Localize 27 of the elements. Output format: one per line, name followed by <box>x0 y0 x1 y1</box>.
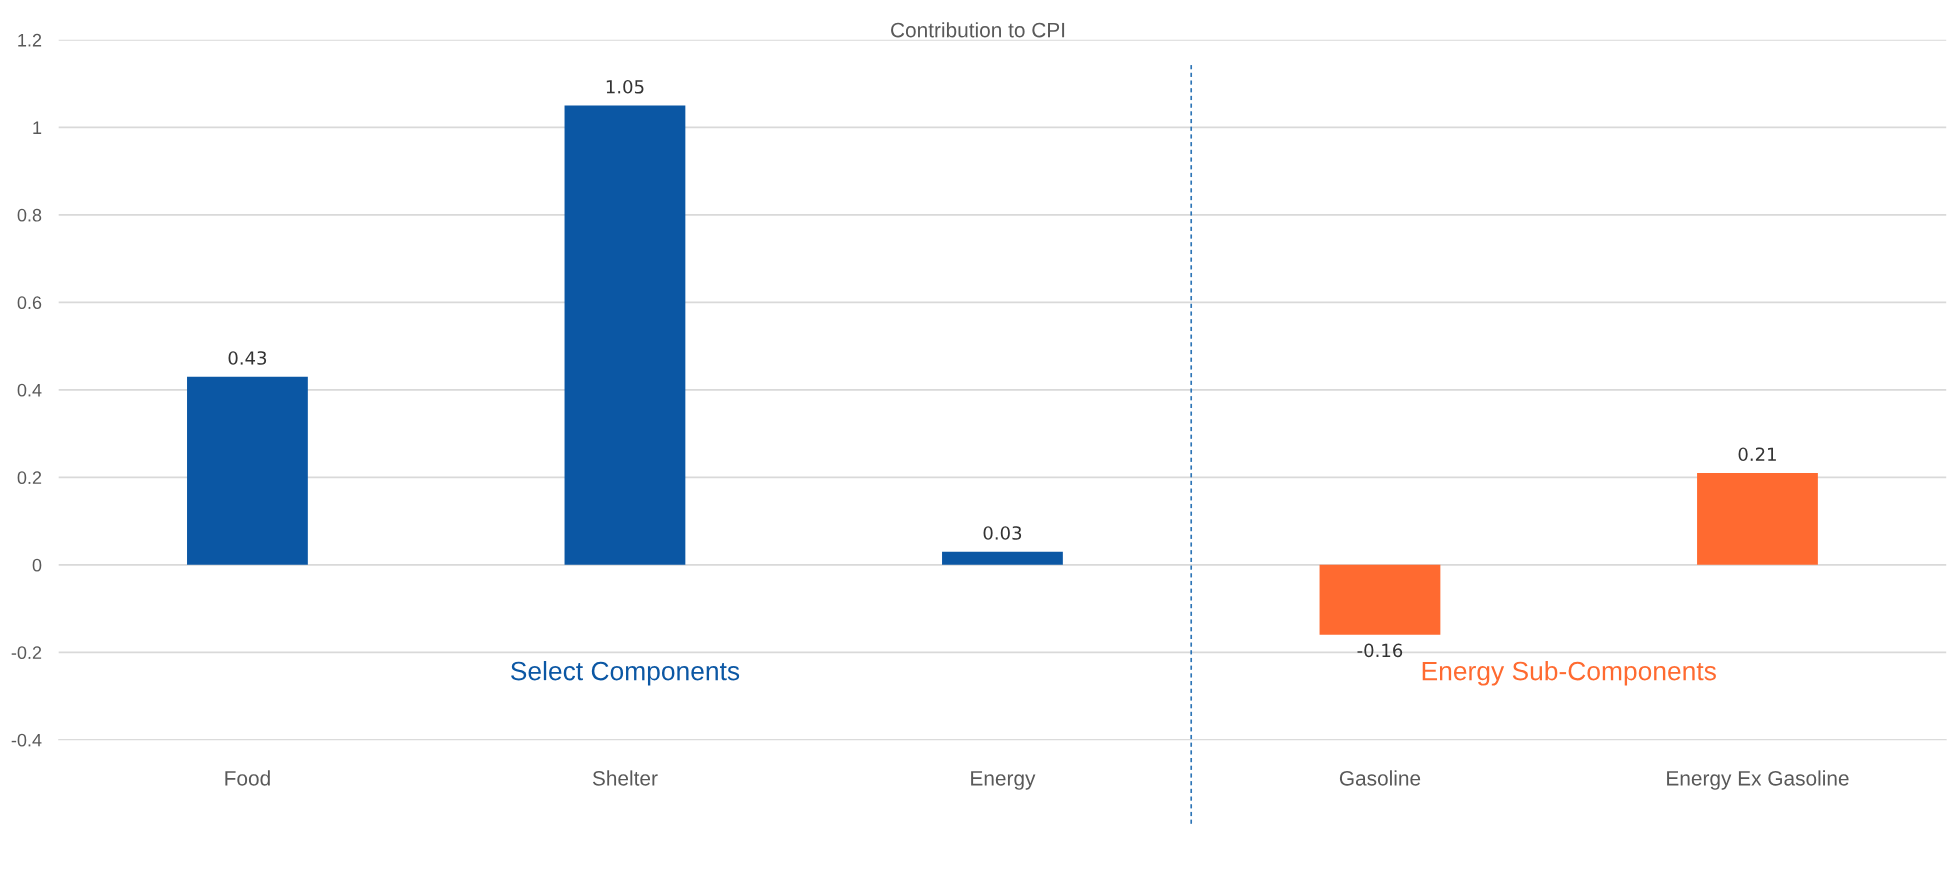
y-tick-label: -0.2 <box>11 646 42 660</box>
series-label: Energy Sub-Components <box>1422 661 1716 686</box>
bar <box>1697 472 1818 565</box>
x-tick-label: Energy Ex Gasoline <box>1667 770 1849 790</box>
x-tick-label: Food <box>225 770 270 786</box>
y-tick-label: 0.6 <box>17 296 42 310</box>
x-tick-label: Shelter <box>592 770 658 786</box>
bar <box>187 376 308 565</box>
y-tick-label: 1 <box>33 121 42 134</box>
chart-title: Contribution to CPI <box>891 22 1065 38</box>
x-tick-label: Gasoline <box>1339 770 1421 786</box>
y-tick-label: 0.8 <box>17 208 42 222</box>
y-tick-label: 0 <box>32 558 42 572</box>
x-tick-label: Energy <box>971 771 1036 790</box>
bar <box>564 105 686 565</box>
bar <box>942 551 1063 565</box>
y-tick-label: 0.2 <box>17 471 42 485</box>
y-tick-label: 1.2 <box>18 33 42 47</box>
data-label: -0.16 <box>1357 643 1403 658</box>
bar <box>1319 564 1441 635</box>
data-label: 0.43 <box>228 351 267 365</box>
data-label: 0.21 <box>1738 447 1776 462</box>
y-tick-label: -0.4 <box>11 733 42 747</box>
y-tick-label: 0.4 <box>17 383 42 397</box>
data-label: 1.05 <box>606 79 644 94</box>
text: Select Components <box>511 661 740 686</box>
data-label: 0.03 <box>983 526 1022 540</box>
